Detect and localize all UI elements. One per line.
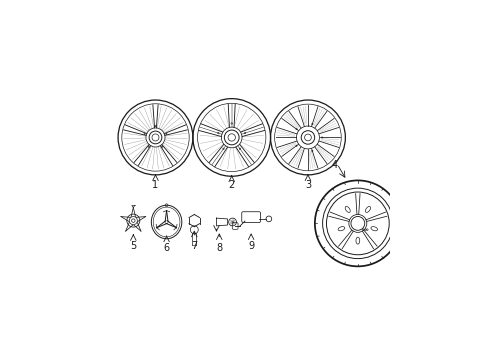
Text: 2: 2	[229, 180, 235, 190]
Text: 4: 4	[331, 160, 337, 170]
Text: 1: 1	[152, 180, 159, 190]
Text: 3: 3	[305, 180, 311, 190]
Text: 8: 8	[216, 243, 222, 253]
Text: 7: 7	[191, 242, 197, 251]
Text: 6: 6	[164, 243, 170, 253]
Text: 9: 9	[248, 242, 254, 251]
Text: 5: 5	[130, 242, 136, 251]
